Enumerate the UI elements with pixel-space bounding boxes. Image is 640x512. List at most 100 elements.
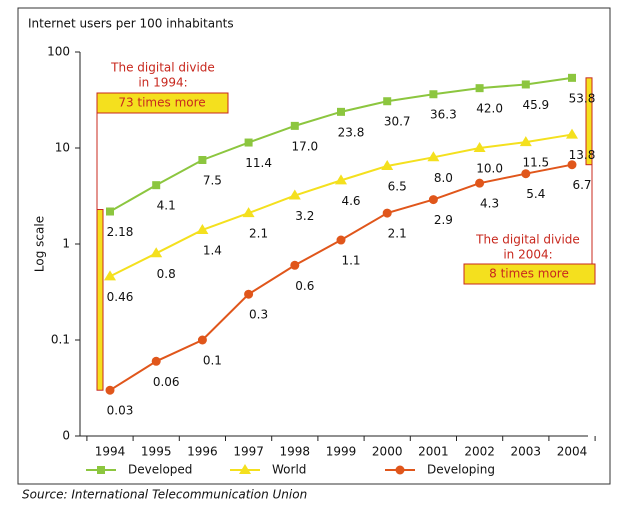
y-tick-label: 0.1: [51, 333, 70, 347]
data-label: 0.06: [153, 375, 180, 389]
marker: [290, 260, 300, 270]
bracket-1994: [96, 209, 104, 391]
legend-label: Developed: [128, 463, 192, 477]
legend-label: World: [272, 463, 306, 477]
annotation-text: in 2004:: [503, 248, 552, 262]
x-tick-label: 2000: [372, 445, 403, 459]
data-label: 0.46: [107, 290, 134, 304]
data-label: 6.7: [572, 178, 591, 192]
y-axis-label: Log scale: [33, 216, 47, 272]
marker: [105, 385, 115, 395]
marker: [196, 223, 209, 234]
marker: [288, 189, 301, 200]
marker: [429, 90, 438, 99]
marker: [239, 464, 251, 474]
x-tick-label: 1999: [326, 445, 357, 459]
x-tick-label: 2001: [418, 445, 449, 459]
data-label: 11.4: [245, 156, 272, 170]
annotation-highlight: 8 times more: [489, 267, 569, 281]
data-label: 2.18: [107, 225, 134, 239]
marker: [521, 169, 531, 179]
marker: [244, 138, 253, 147]
marker: [151, 356, 161, 366]
data-label: 17.0: [291, 139, 318, 153]
marker: [395, 465, 405, 475]
data-label: 2.1: [249, 227, 268, 241]
y-tick-label: 0: [62, 429, 70, 443]
marker: [383, 97, 392, 106]
marker: [567, 160, 577, 170]
marker: [473, 142, 486, 152]
data-label: 4.1: [157, 199, 176, 213]
marker: [475, 178, 485, 188]
marker: [97, 466, 105, 474]
data-label: 53.8: [569, 91, 596, 105]
data-label: 0.3: [249, 308, 268, 322]
data-label: 11.5: [522, 156, 549, 170]
data-label: 45.9: [522, 98, 549, 112]
x-tick-label: 2004: [557, 445, 588, 459]
marker: [566, 128, 578, 139]
y-tick-label: 100: [47, 45, 70, 59]
data-label: 0.03: [107, 404, 134, 418]
bracket-2004: [585, 77, 593, 166]
marker: [519, 136, 532, 147]
data-label: 5.4: [526, 187, 545, 201]
x-tick-label: 2002: [464, 445, 495, 459]
annotation-box: [96, 92, 229, 114]
data-label: 42.0: [476, 102, 503, 116]
marker: [152, 181, 161, 190]
annotation-highlight: 73 times more: [118, 96, 205, 110]
marker: [197, 335, 207, 345]
annotation-text: The digital divide: [110, 61, 215, 75]
data-label: 4.6: [341, 194, 360, 208]
data-label: 0.8: [157, 267, 176, 281]
data-label: 0.6: [295, 279, 314, 293]
source: Source: International Telecommunication …: [22, 488, 307, 502]
frame: [17, 7, 611, 485]
marker: [381, 159, 394, 170]
marker: [242, 207, 255, 218]
marker: [150, 247, 163, 258]
annotation-text: The digital divide: [475, 233, 580, 247]
data-label: 3.2: [295, 209, 314, 223]
marker: [427, 151, 440, 162]
marker: [244, 289, 254, 299]
data-label: 2.1: [388, 227, 407, 241]
data-label: 8.0: [434, 171, 453, 185]
marker: [337, 107, 345, 116]
data-label: 4.3: [480, 197, 499, 211]
legend-label: Developing: [427, 463, 495, 477]
data-label: 13.8: [569, 148, 596, 162]
marker: [335, 174, 347, 185]
data-label: 10.0: [476, 162, 503, 176]
x-tick-label: 1994: [95, 445, 126, 459]
marker: [521, 80, 530, 89]
x-tick-label: 1998: [280, 445, 311, 459]
x-tick-label: 1995: [141, 445, 172, 459]
x-tick-label: 2003: [511, 445, 542, 459]
data-label: 1.4: [203, 243, 222, 257]
x-tick-label: 1996: [187, 445, 218, 459]
data-label: 0.1: [203, 354, 222, 368]
data-label: 36.3: [430, 108, 457, 122]
y-tick-label: 1: [62, 237, 70, 251]
marker: [198, 155, 207, 164]
marker: [290, 121, 299, 130]
x-tick-label: 1997: [233, 445, 264, 459]
y-tick-label: 10: [55, 141, 70, 155]
marker: [336, 235, 346, 245]
data-label: 1.1: [341, 254, 360, 268]
annotation-box: [463, 263, 596, 285]
annotation-text: in 1994:: [138, 76, 187, 90]
data-label: 7.5: [203, 173, 222, 187]
marker: [475, 84, 484, 93]
data-label: 2.9: [434, 213, 453, 227]
data-label: 6.5: [388, 179, 407, 193]
marker: [104, 270, 116, 281]
marker: [568, 73, 576, 82]
data-label: 30.7: [384, 115, 411, 129]
marker: [106, 207, 114, 216]
chart-title: Internet users per 100 inhabitants: [28, 17, 234, 31]
